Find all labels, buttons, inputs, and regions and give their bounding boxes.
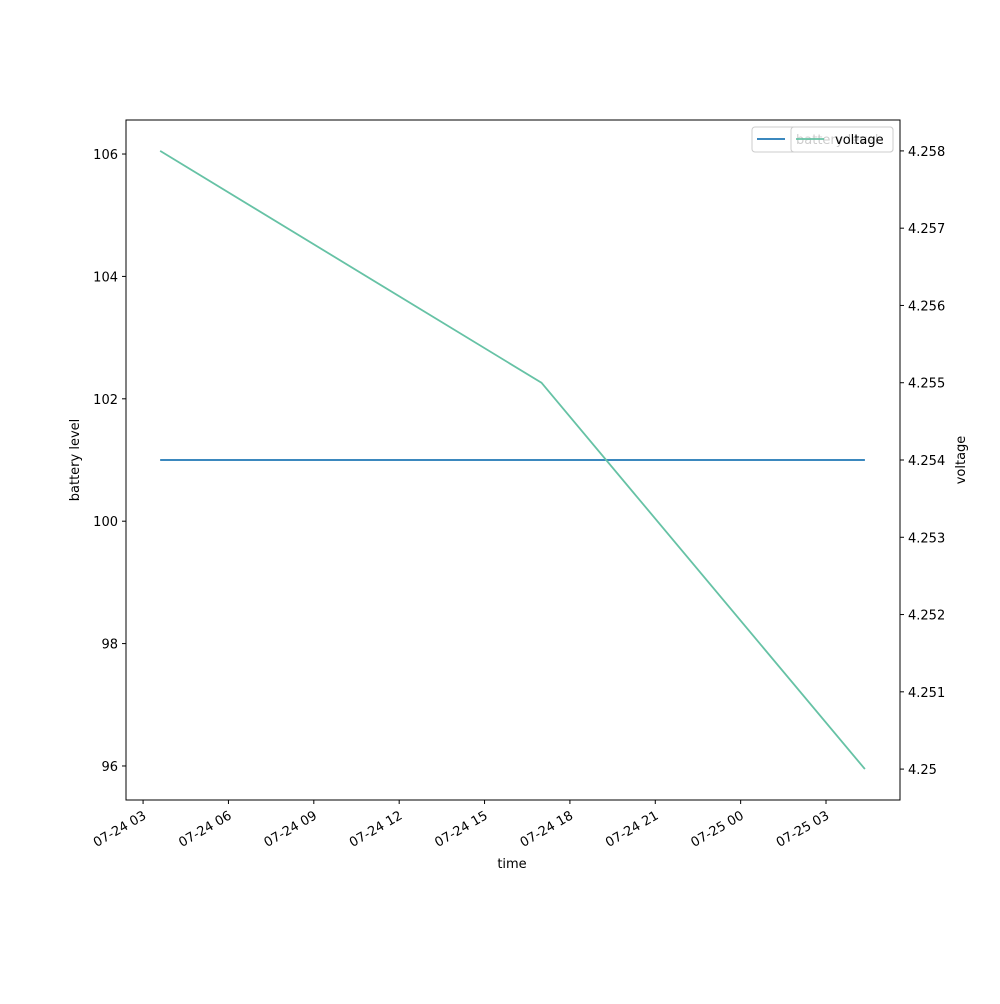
y-tick-label: 96 (101, 760, 118, 775)
legend-box (790, 126, 894, 153)
y-tick-label: 106 (93, 148, 118, 163)
y2-tick-label: 4.251 (908, 686, 945, 701)
y-axis-label: battery level (68, 419, 83, 502)
y2-axis-label: voltage (954, 436, 969, 485)
plot-frame (125, 119, 901, 801)
y2-tick-label: 4.25 (908, 763, 937, 778)
line (159, 150, 866, 770)
y2-tick-label: 4.255 (908, 377, 945, 392)
legend: voltage (790, 126, 894, 153)
y2-tick-label: 4.258 (908, 145, 945, 160)
y-tick-label: 104 (93, 270, 118, 285)
y2-tick-label: 4.257 (908, 222, 945, 237)
x-axis-label: time (497, 857, 526, 872)
y2-tick-label: 4.256 (908, 299, 945, 314)
y2-tick-label: 4.253 (908, 531, 945, 546)
y2-tick-label: 4.252 (908, 609, 945, 624)
legend-label: voltage (835, 133, 884, 148)
y-tick-label: 100 (93, 515, 118, 530)
y-tick-label: 98 (101, 638, 118, 653)
y2-tick-label: 4.254 (908, 454, 945, 469)
y-tick-label: 102 (93, 393, 118, 408)
